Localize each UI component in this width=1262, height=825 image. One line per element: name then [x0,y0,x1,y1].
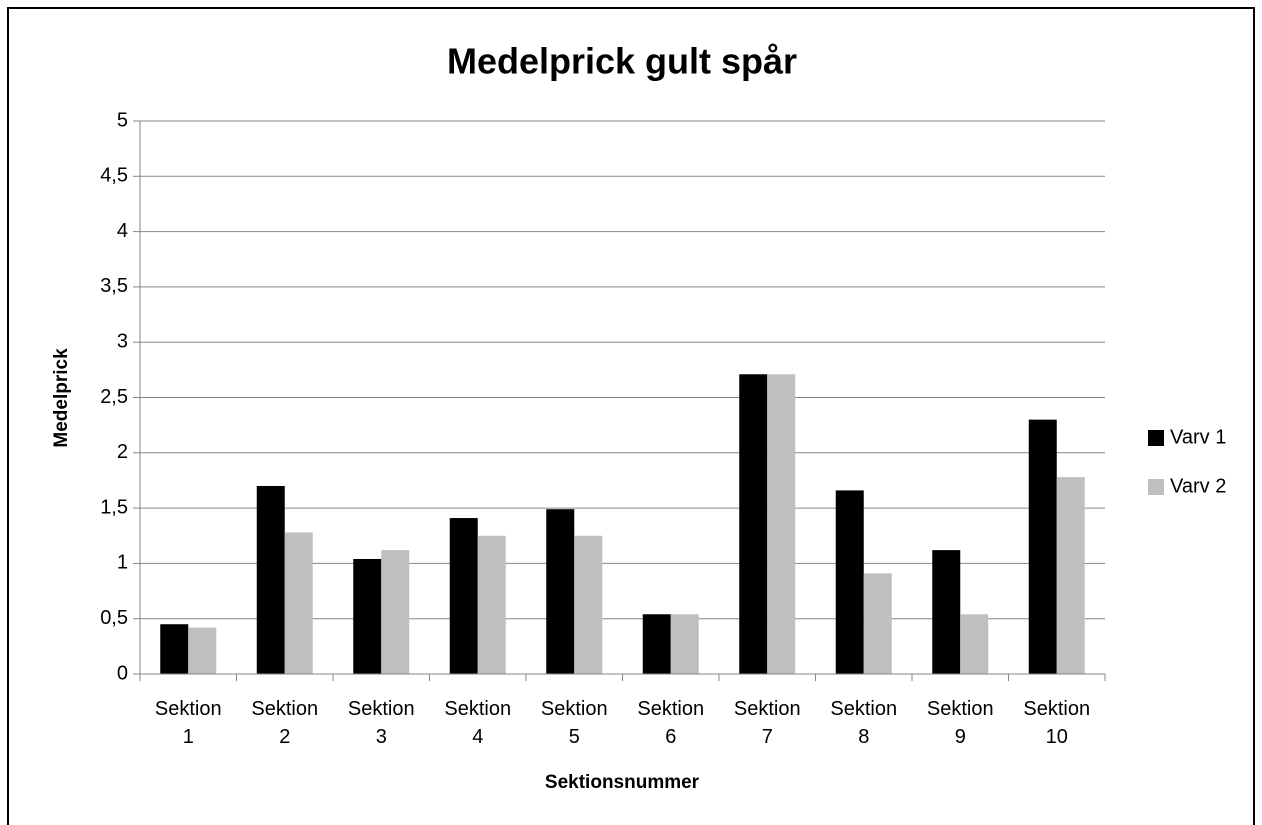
bar [670,614,699,674]
legend-swatch [1148,479,1164,495]
x-tick-label: Sektion 2 [251,698,319,748]
y-tick-label: 2 [117,441,128,463]
chart-title: Medelprick gult spår [447,41,797,82]
bar [835,490,864,674]
legend-label: Varv 1 [1170,426,1226,448]
bar [546,509,575,674]
y-tick-label: 1 [117,552,128,574]
bar [960,614,989,674]
y-tick-label: 5 [117,109,128,131]
y-tick-label: 3,5 [100,275,128,297]
y-tick-label: 2,5 [100,386,128,408]
bar [381,550,410,674]
y-tick-label: 1,5 [100,496,128,518]
x-tick-label: Sektion 7 [733,698,801,748]
bar [477,535,506,674]
x-tick-label: Sektion 3 [347,698,415,748]
bar [932,550,961,674]
bar [160,624,189,674]
y-axis-label: Medelprick [51,348,72,448]
bar [863,573,892,674]
y-tick-label: 4 [117,220,128,242]
y-tick-label: 3 [117,330,128,352]
legend-label: Varv 2 [1170,475,1226,497]
x-tick-label: Sektion 5 [540,698,608,748]
y-tick-label: 0 [117,662,128,684]
y-tick-label: 4,5 [100,165,128,187]
bar [256,485,285,674]
bar [284,532,313,674]
x-tick-label: Sektion 10 [1023,698,1091,748]
chart-border [7,7,1255,825]
bar [767,374,796,674]
x-tick-label: Sektion 8 [830,698,898,748]
y-tick-label: 0,5 [100,607,128,629]
bar [353,558,382,674]
bar [188,627,217,674]
bar [449,518,478,674]
x-axis-label: Sektionsnummer [545,772,700,793]
bar [739,374,768,674]
bar [1056,477,1085,674]
x-tick-label: Sektion 1 [154,698,222,748]
x-tick-label: Sektion 9 [926,698,994,748]
legend-swatch [1148,430,1164,446]
bar [642,614,671,674]
bar [1028,419,1057,674]
x-tick-label: Sektion 6 [637,698,705,748]
bar [574,535,603,674]
x-tick-label: Sektion 4 [444,698,512,748]
